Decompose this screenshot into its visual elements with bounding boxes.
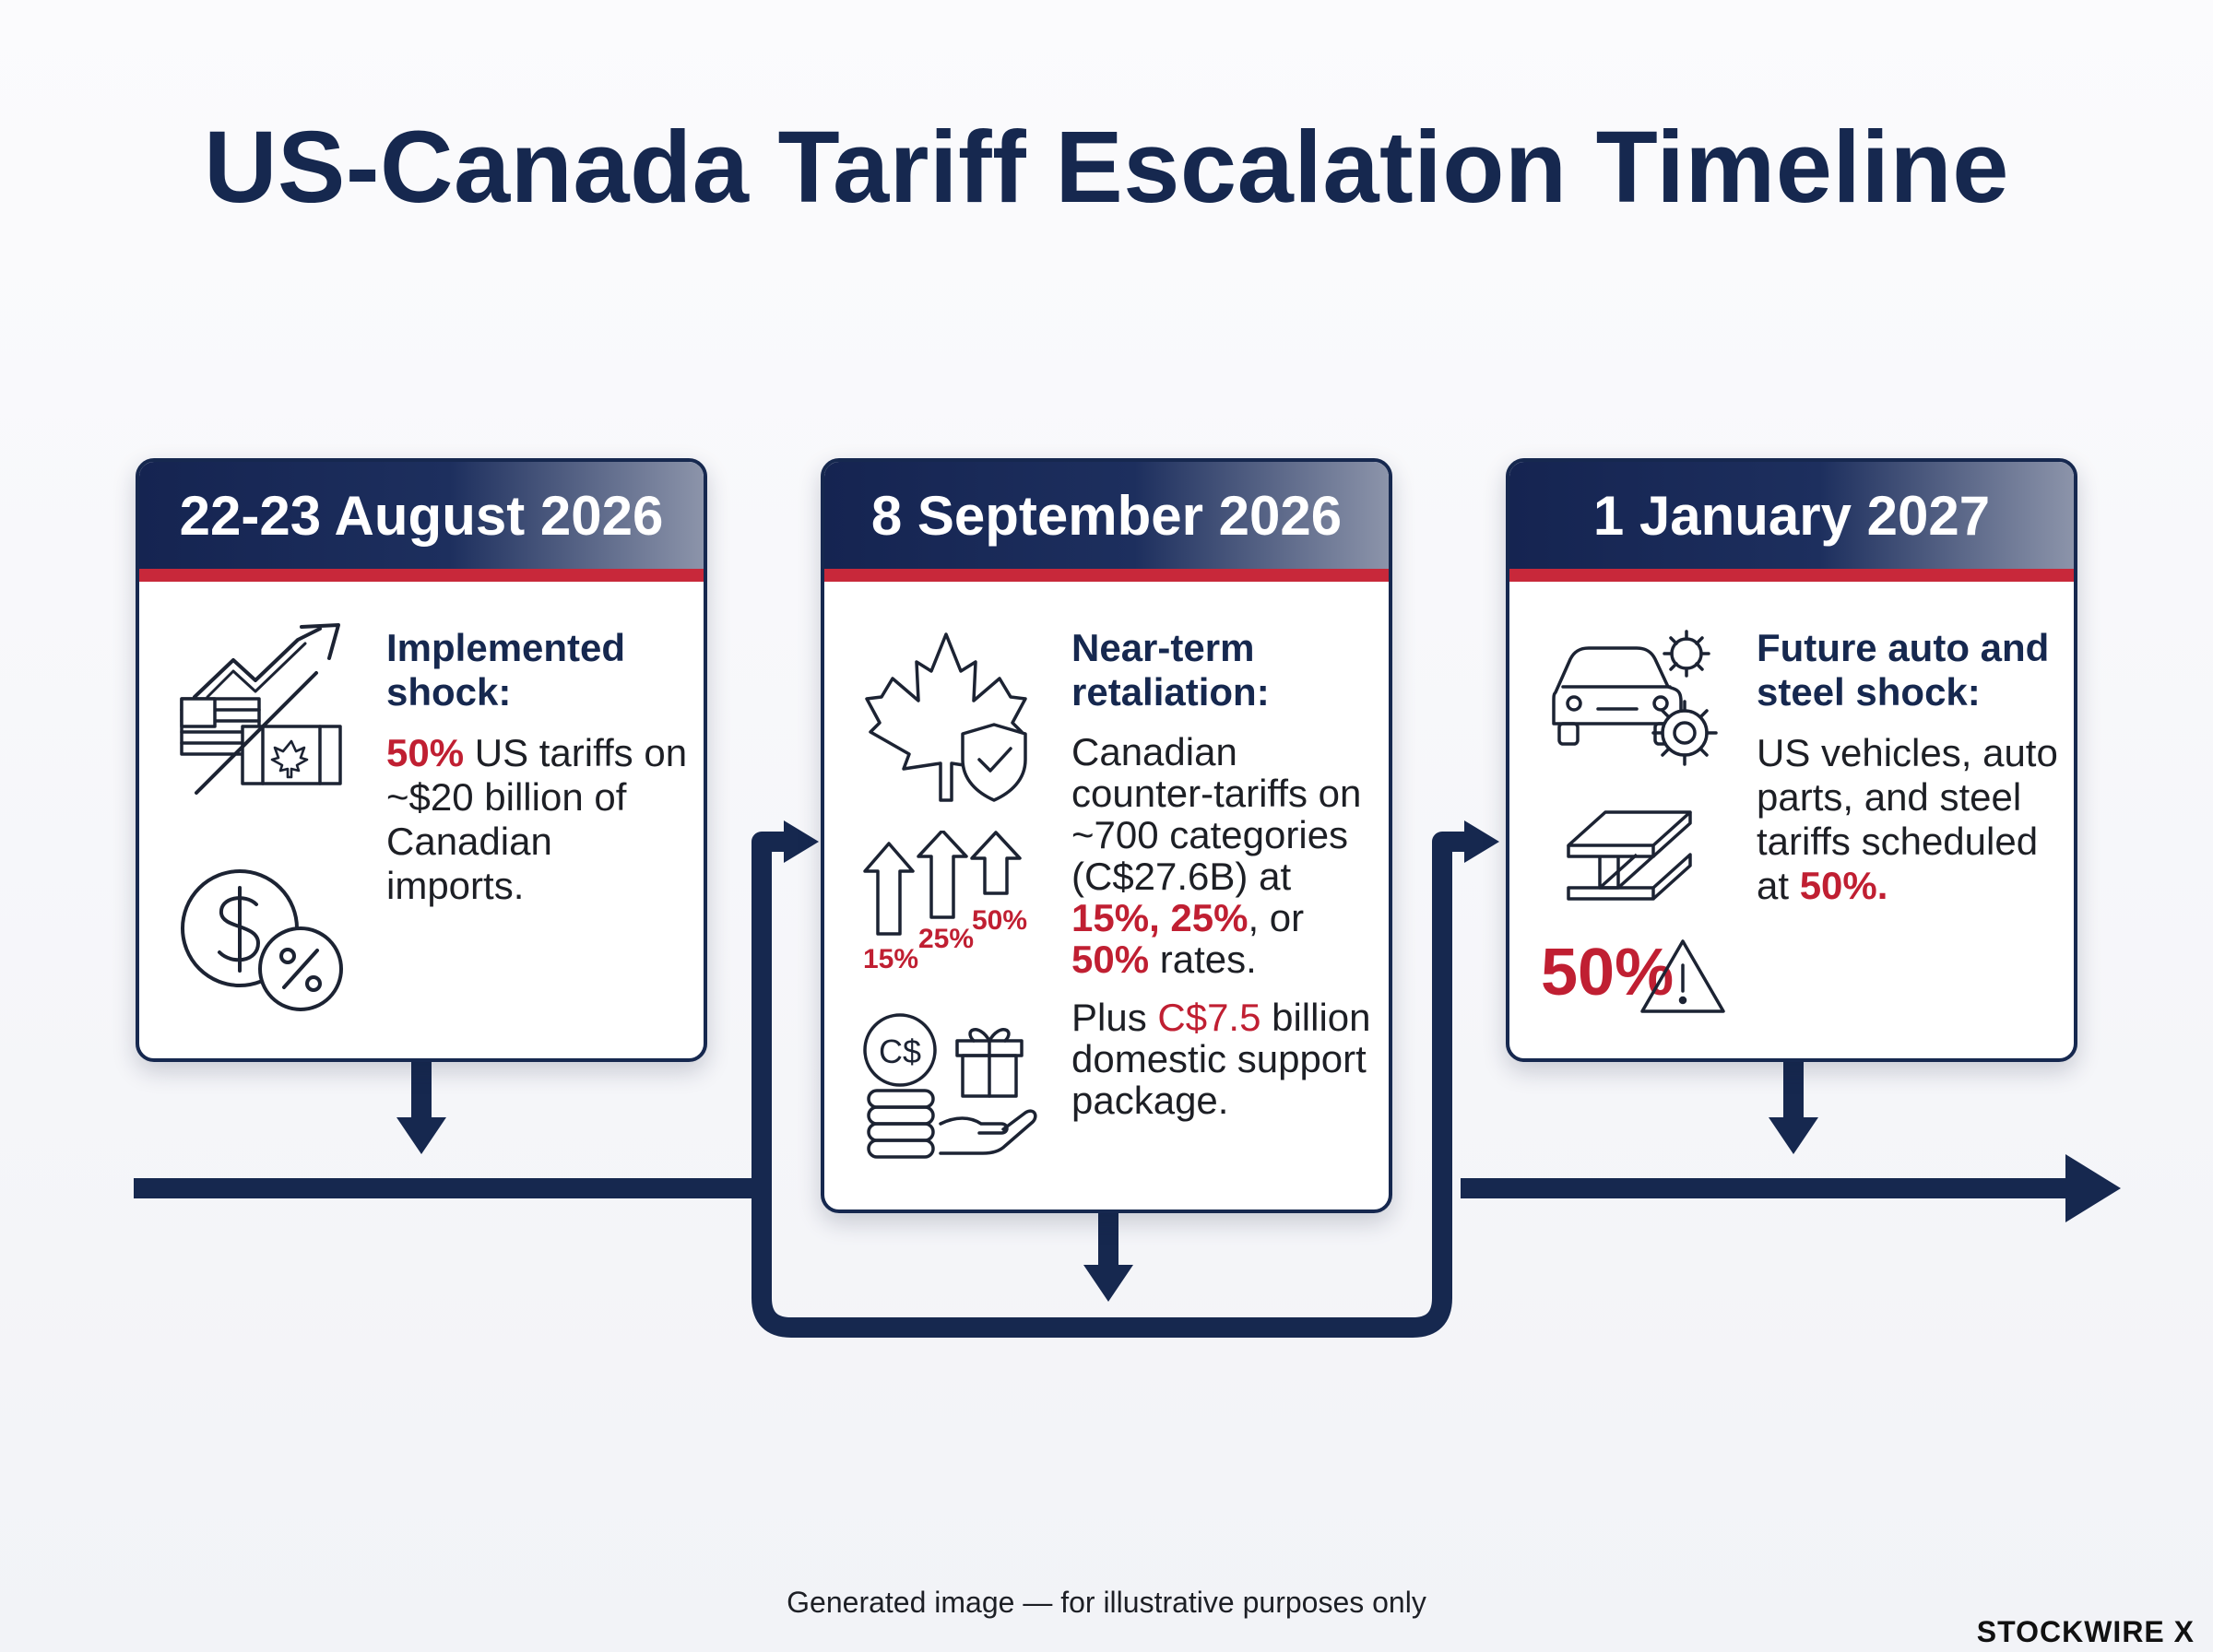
branch-left-arrowhead [784,820,819,863]
rising-arrows-icon [863,831,1034,946]
timeline-branch-left [751,832,795,1188]
rate-label-25: 25% [918,924,975,954]
rate-25-highlight: 25% [1170,896,1249,939]
warning-icon [1639,938,1727,1015]
card-date-header: 8 September 2026 [824,462,1389,582]
card-content: Near-term retaliation: Canadian counter-… [1071,626,1380,1121]
event-card-january-2027: 1 January 2027 50% [1506,458,2077,1062]
maple-leaf-shield-icon [863,631,1029,806]
rate-separator: , [1149,896,1171,939]
card-body: US vehicles, auto parts, and steel tarif… [1757,731,2070,908]
card-date-header: 22-23 August 2026 [139,462,704,582]
rate-label-50: 50% [972,905,1028,936]
support-amount-highlight: C$7.5 [1157,996,1261,1039]
brand-logo: STOCKWIRE X [1976,1615,2195,1648]
support-prefix: Plus [1071,996,1158,1039]
rate-15-highlight: 15% [1071,896,1150,939]
tariff-rate-highlight: 50% [386,731,465,774]
illustrative-disclaimer: Generated image — for illustrative purpo… [787,1586,1426,1619]
support-package-text: Plus C$7.5 billion domestic support pack… [1071,997,1380,1121]
card-content: Future auto and steel shock: US vehicles… [1757,626,2070,908]
card2-down-arrowhead [1083,1265,1133,1302]
card-body-text: Canadian counter-tariffs on ~700 categor… [1071,730,1362,898]
card-body: Canadian counter-tariffs on ~700 categor… [1071,731,1380,980]
branch-right-arrowhead [1464,820,1499,863]
card-content: Implemented shock: 50% US tariffs on ~$2… [386,626,691,908]
dollar-percent-icon [181,867,347,1015]
card-date-header: 1 January 2027 [1509,462,2074,582]
rising-arrow-flags-icon [178,623,344,803]
event-card-september-2026: 8 September 2026 15% 25% 50% C$ [821,458,1392,1213]
rate-label-15: 15% [863,944,919,974]
tariff-rate-highlight: 50%. [1799,864,1888,907]
card-heading: Future auto and steel shock: [1757,626,2050,714]
car-gears-icon [1546,628,1722,775]
timeline-detour [751,832,1475,1338]
card3-down-arrowhead [1769,1117,1818,1154]
rate-50-highlight: 50% [1071,938,1150,981]
card-body: 50% US tariffs on ~$20 billion of Canadi… [386,731,691,908]
support-suffix: billion domestic support package. [1071,996,1371,1122]
rate-separator: , or [1248,896,1305,939]
card-heading: Near-term retaliation: [1071,626,1270,714]
card1-down-arrowhead [396,1117,446,1154]
card-heading: Implemented shock: [386,626,626,714]
timeline-end-arrowhead [2065,1154,2121,1222]
steel-beam-icon [1565,803,1694,923]
card-body-text: US vehicles, auto parts, and steel tarif… [1757,731,2058,907]
event-card-august-2026: 22-23 August 2026 Implemented sh [136,458,707,1062]
card-body-text: US tariffs on ~$20 billion of Canadian i… [386,731,688,907]
coin-symbol: C$ [879,1032,921,1070]
page-title: US-Canada Tariff Escalation Timeline [204,111,2009,224]
card-body-text: rates. [1149,938,1257,981]
coins-gift-hand-icon: C$ [863,1013,1038,1161]
